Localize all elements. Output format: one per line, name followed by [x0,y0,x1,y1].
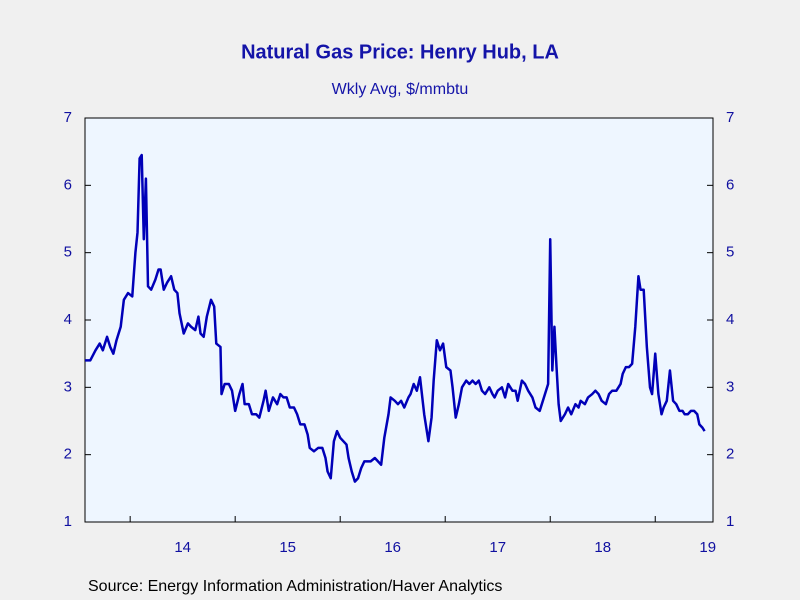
x-tick-label: 16 [384,539,401,556]
y-tick-label: 3 [64,378,72,395]
y2-tick-label: 1 [726,513,734,530]
y2-tick-label: 2 [726,446,734,463]
chart-subtitle: Wkly Avg, $/mmbtu [332,81,469,98]
y-tick-label: 7 [64,109,72,126]
y2-tick-label: 5 [726,244,734,261]
y-tick-label: 2 [64,446,72,463]
x-tick-label: 14 [174,539,191,556]
y-tick-label: 1 [64,513,72,530]
chart-title: Natural Gas Price: Henry Hub, LA [241,41,559,63]
x-tick-label: 15 [279,539,296,556]
x-tick-label: 17 [489,539,506,556]
source-note: Source: Energy Information Administratio… [88,578,502,595]
x-tick-label: 18 [594,539,611,556]
x-tick-label: 19 [699,539,716,556]
y2-tick-label: 7 [726,109,734,126]
y2-tick-label: 4 [726,311,734,328]
y-tick-label: 5 [64,244,72,261]
price-line [85,153,706,483]
y-tick-label: 4 [64,311,72,328]
y2-tick-label: 6 [726,176,734,193]
plot-area [84,117,714,523]
y-tick-label: 6 [64,176,72,193]
y2-tick-label: 3 [726,378,734,395]
